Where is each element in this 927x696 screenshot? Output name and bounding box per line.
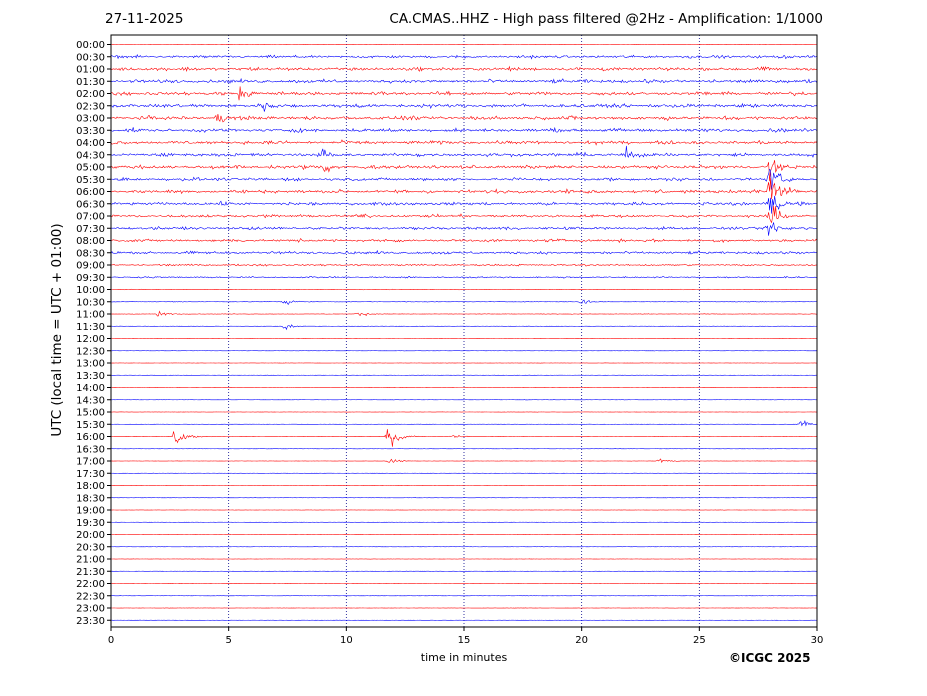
- y-tick-label: 12:00: [76, 334, 105, 345]
- trace-row-1130: [110, 324, 818, 331]
- trace-row-0230: [110, 102, 818, 112]
- trace-row-1700: [110, 458, 818, 464]
- trace-row-0100: [110, 65, 818, 73]
- y-tick-label: 04:30: [76, 150, 105, 161]
- y-tick-label: 10:30: [76, 297, 105, 308]
- y-tick-label: 00:30: [76, 52, 105, 63]
- y-tick-label: 21:00: [76, 555, 105, 566]
- y-tick-label: 19:00: [76, 506, 105, 517]
- y-tick-label: 00:00: [76, 40, 105, 51]
- y-tick-label: 05:30: [76, 175, 105, 186]
- trace-row-1100: [110, 310, 818, 317]
- x-tick-label: 25: [693, 635, 706, 646]
- x-tick-label: 20: [575, 635, 588, 646]
- date-label: 27-11-2025: [105, 11, 184, 27]
- trace-row-0900: [110, 263, 818, 267]
- traces: [110, 43, 818, 621]
- x-ticks: 0 5 10 15 20 25 30: [108, 627, 824, 646]
- y-tick-label: 13:30: [76, 371, 105, 382]
- trace-row-1030: [111, 299, 818, 305]
- y-tick-label: 08:00: [76, 236, 105, 247]
- y-tick-label: 22:30: [76, 591, 105, 602]
- y-tick-label: 23:30: [76, 616, 105, 627]
- trace-row-0130: [110, 77, 818, 84]
- y-tick-label: 18:30: [76, 493, 105, 504]
- x-tick-label: 5: [225, 635, 231, 646]
- y-tick-label: 16:30: [76, 444, 105, 455]
- x-tick-label: 0: [108, 635, 114, 646]
- plot-frame: [110, 34, 818, 628]
- y-tick-label: 15:00: [76, 408, 105, 419]
- trace-row-1530: [110, 420, 818, 427]
- y-tick-label: 08:30: [76, 248, 105, 259]
- y-tick-label: 07:00: [76, 212, 105, 223]
- trace-row-0530: [110, 168, 818, 190]
- y-tick-label: 20:00: [76, 530, 105, 541]
- y-tick-label: 01:30: [76, 77, 105, 88]
- y-tick-label: 06:00: [76, 187, 105, 198]
- y-tick-label: 09:00: [76, 261, 105, 272]
- y-tick-label: 02:00: [76, 89, 105, 100]
- y-tick-label: 22:00: [76, 579, 105, 590]
- trace-row-1600: [110, 429, 818, 447]
- copyright-label: ©ICGC 2025: [729, 651, 811, 665]
- y-tick-label: 11:00: [76, 310, 105, 321]
- x-axis-label: time in minutes: [420, 651, 508, 664]
- y-tick-label: 01:00: [76, 65, 105, 76]
- y-tick-label: 06:30: [76, 199, 105, 210]
- y-tick-label: 14:00: [76, 383, 105, 394]
- x-tick-label: 10: [340, 635, 353, 646]
- y-tick-label: 16:00: [76, 432, 105, 443]
- y-tick-label: 17:00: [76, 457, 105, 468]
- y-tick-label: 04:00: [76, 138, 105, 149]
- y-tick-label: 14:30: [76, 395, 105, 406]
- y-tick-label: 03:30: [76, 126, 105, 137]
- trace-row-0730: [110, 222, 818, 236]
- trace-row-0800: [110, 237, 818, 244]
- trace-row-0430: [110, 145, 818, 158]
- y-tick-label: 13:00: [76, 359, 105, 370]
- y-tick-label: 23:00: [76, 604, 105, 615]
- y-tick-label: 11:30: [76, 322, 105, 333]
- trace-row-0030: [110, 54, 818, 60]
- y-tick-label: 09:30: [76, 273, 105, 284]
- trace-row-0830: [110, 249, 818, 255]
- trace-row-1000: [110, 288, 818, 291]
- y-tick-label: 12:30: [76, 346, 105, 357]
- x-tick-label: 30: [811, 635, 824, 646]
- trace-row-0930: [111, 275, 818, 279]
- y-tick-label: 10:00: [76, 285, 105, 296]
- y-tick-label: 15:30: [76, 420, 105, 431]
- trace-row-0200: [110, 86, 818, 101]
- trace-row-0600: [110, 178, 818, 200]
- y-tick-label: 20:30: [76, 542, 105, 553]
- y-tick-label: 05:00: [76, 163, 105, 174]
- chart-title: CA.CMAS..HHZ - High pass filtered @2Hz -…: [389, 11, 823, 27]
- y-tick-label: 17:30: [76, 469, 105, 480]
- y-tick-label: 02:30: [76, 101, 105, 112]
- trace-row-0700: [110, 205, 818, 224]
- trace-row-0330: [110, 126, 818, 134]
- trace-row-0630: [110, 195, 818, 214]
- trace-row-0300: [110, 113, 818, 123]
- y-tick-label: 19:30: [76, 518, 105, 529]
- grid: [228, 35, 700, 627]
- y-tick-label: 07:30: [76, 224, 105, 235]
- y-tick-label: 03:00: [76, 114, 105, 125]
- x-tick-label: 15: [458, 635, 471, 646]
- y-tick-label: 18:00: [76, 481, 105, 492]
- trace-row-0400: [110, 139, 818, 146]
- trace-row-0500: [110, 160, 818, 182]
- y-tick-label: 21:30: [76, 567, 105, 578]
